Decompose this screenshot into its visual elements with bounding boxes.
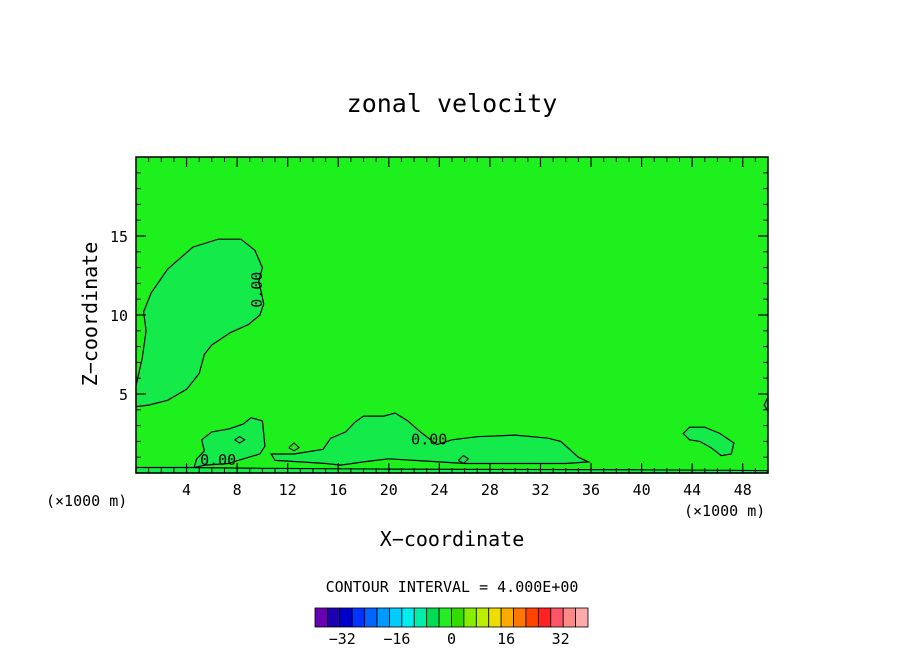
colorbar-swatch bbox=[575, 607, 589, 628]
colorbar-tick-label: 0 bbox=[447, 630, 456, 648]
contour-label-1: 0.00 bbox=[248, 272, 266, 308]
x-tick-label: 40 bbox=[633, 481, 651, 499]
y-tick-label: 15 bbox=[110, 228, 128, 246]
axis-ticks bbox=[136, 157, 768, 473]
x-tick-label: 32 bbox=[531, 481, 549, 499]
contour-region-middle-band bbox=[270, 412, 591, 466]
x-unit-label-left: (×1000 m) bbox=[46, 492, 127, 510]
x-tick-label: 24 bbox=[430, 481, 448, 499]
colorbar bbox=[314, 607, 589, 628]
colorbar-tick-label: 32 bbox=[552, 630, 570, 648]
x-tick-label: 20 bbox=[380, 481, 398, 499]
contour-interval-label: CONTOUR INTERVAL = 4.000E+00 bbox=[326, 578, 579, 596]
colorbar-swatch bbox=[401, 607, 415, 628]
colorbar-swatch bbox=[500, 607, 514, 628]
colorbar-swatch bbox=[389, 607, 403, 628]
colorbar-swatch bbox=[438, 607, 452, 628]
colorbar-swatch bbox=[426, 607, 440, 628]
colorbar-swatch bbox=[364, 607, 378, 628]
x-tick-labels: 4 8 12 16 20 24 28 32 36 40 44 48 bbox=[182, 481, 752, 499]
contour-region-upper-left-lobe bbox=[135, 238, 265, 408]
y-tick-label: 5 bbox=[119, 386, 128, 404]
colorbar-swatch bbox=[525, 607, 539, 628]
x-tick-label: 28 bbox=[481, 481, 499, 499]
x-tick-label: 4 bbox=[182, 481, 191, 499]
colorbar-swatch bbox=[513, 607, 527, 628]
x-tick-label: 16 bbox=[329, 481, 347, 499]
colorbar-swatch bbox=[451, 607, 465, 628]
colorbar-swatch bbox=[488, 607, 502, 628]
colorbar-swatch bbox=[413, 607, 428, 628]
y-tick-labels: 5 10 15 bbox=[110, 228, 128, 404]
contour-line-small-loop-1 bbox=[288, 442, 301, 452]
chart-title: zonal velocity bbox=[347, 89, 558, 118]
x-tick-label: 44 bbox=[683, 481, 701, 499]
x-tick-label: 12 bbox=[279, 481, 297, 499]
x-tick-label: 8 bbox=[233, 481, 242, 499]
y-tick-label: 10 bbox=[110, 307, 128, 325]
colorbar-swatch bbox=[314, 607, 328, 628]
colorbar-swatch bbox=[376, 607, 390, 628]
contour-lines bbox=[234, 436, 470, 465]
colorbar-tick-label: 16 bbox=[497, 630, 515, 648]
y-axis-label: Z−coordinate bbox=[78, 242, 102, 387]
x-tick-label: 36 bbox=[582, 481, 600, 499]
colorbar-tick-label: −32 bbox=[329, 630, 356, 648]
contour-region-right-blob bbox=[682, 426, 735, 457]
contour-line-small-loop-2 bbox=[457, 454, 470, 465]
colorbar-swatch bbox=[327, 607, 341, 628]
x-axis-label: X−coordinate bbox=[380, 527, 525, 551]
colorbar-swatch bbox=[550, 607, 564, 628]
colorbar-swatch bbox=[463, 607, 477, 628]
colorbar-swatch bbox=[351, 607, 366, 628]
contour-label-3: 0.00 bbox=[200, 451, 236, 469]
contour-line-small-loop-3 bbox=[234, 436, 246, 444]
colorbar-tick-labels: −32 −16 0 16 32 bbox=[329, 630, 570, 648]
colorbar-swatch bbox=[537, 607, 552, 628]
colorbar-swatch bbox=[475, 607, 490, 628]
x-tick-label: 48 bbox=[734, 481, 752, 499]
contour-label-2: 0.00 bbox=[411, 430, 447, 448]
colorbar-tick-label: −16 bbox=[383, 630, 410, 648]
x-unit-label-right: (×1000 m) bbox=[684, 502, 765, 520]
contour-region-bottom-left-patch bbox=[193, 417, 266, 469]
colorbar-swatch bbox=[562, 607, 576, 628]
colorbar-swatch bbox=[339, 607, 353, 628]
contour-labels: 0.00 0.00 0.00 bbox=[200, 272, 447, 469]
